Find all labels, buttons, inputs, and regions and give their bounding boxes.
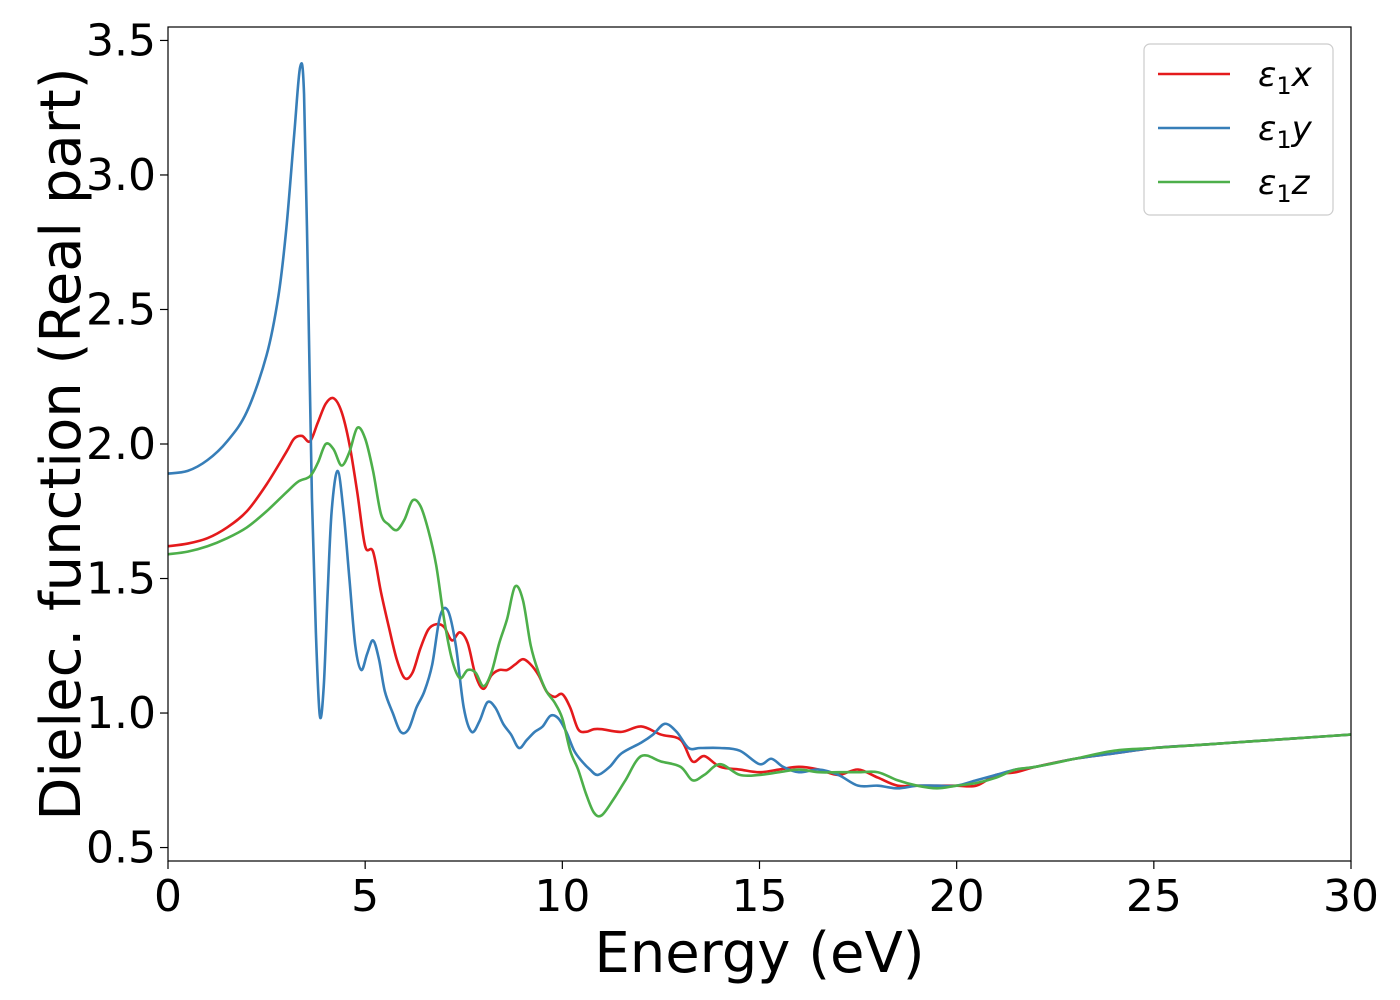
y-tick-label: 3.5 (86, 15, 156, 66)
x-axis: 0 5 10 15 20 25 30 (154, 861, 1379, 922)
legend-label: ε1z (1258, 163, 1311, 208)
y-tick-label: 2.0 (86, 419, 156, 470)
x-tick-label: 5 (351, 871, 379, 922)
y-tick-label: 1.5 (86, 554, 156, 605)
x-axis-label: Energy (eV) (594, 921, 924, 986)
series-line-x (168, 396, 1351, 788)
y-tick-label: 1.0 (86, 688, 156, 739)
legend-item-y: ε1y (1158, 109, 1313, 154)
y-tick-label: 0.5 (86, 823, 156, 874)
x-tick-label: 25 (1126, 871, 1182, 922)
series-line-y (168, 62, 1351, 790)
x-tick-label: 20 (929, 871, 985, 922)
x-tick-label: 30 (1323, 871, 1379, 922)
legend-label: ε1x (1258, 55, 1313, 100)
y-axis: 0.5 1.0 1.5 2.0 2.5 3.0 3.5 (86, 15, 168, 874)
series-line-z (168, 426, 1351, 818)
y-axis-label: Dielec. function (Real part) (29, 67, 94, 820)
series-layer (168, 62, 1351, 818)
y-tick-label: 2.5 (86, 284, 156, 335)
legend-item-z: ε1z (1158, 163, 1311, 208)
legend-label: ε1y (1258, 109, 1313, 154)
legend-item-x: ε1x (1158, 55, 1313, 100)
legend-box (1143, 43, 1334, 216)
x-tick-label: 15 (732, 871, 788, 922)
y-tick-label: 3.0 (86, 150, 156, 201)
x-tick-label: 0 (154, 871, 182, 922)
x-tick-label: 10 (534, 871, 590, 922)
legend: ε1x ε1y ε1z (1143, 43, 1334, 216)
